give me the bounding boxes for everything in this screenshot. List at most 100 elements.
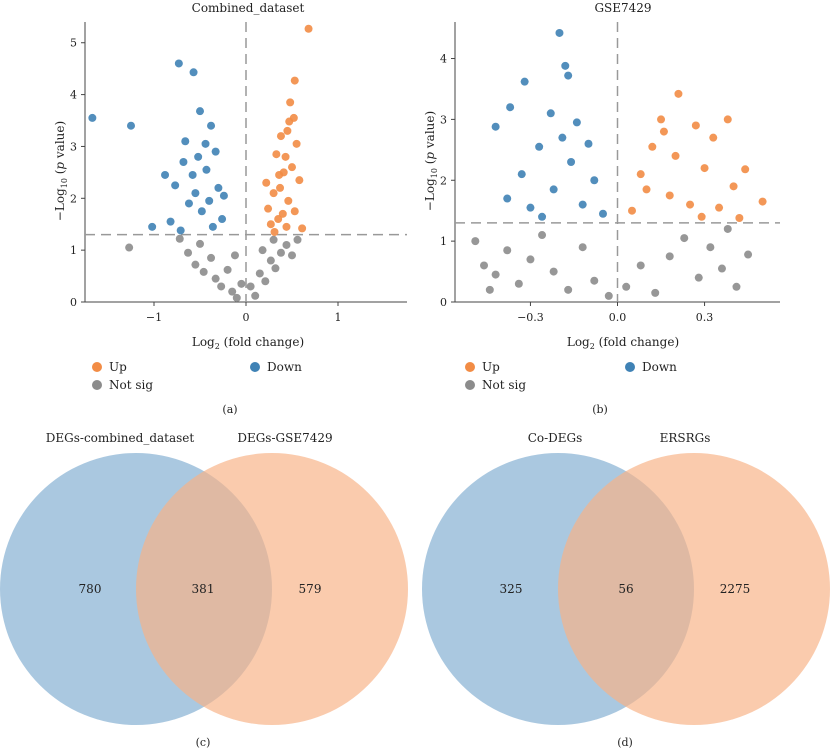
point-down: [219, 191, 228, 200]
venn-left-only-count: 780: [79, 582, 102, 596]
point-up: [286, 98, 295, 107]
point-up: [289, 113, 298, 122]
point-not-sig: [196, 239, 204, 248]
point-up: [697, 212, 706, 221]
point-up: [292, 139, 301, 148]
point-down: [176, 226, 185, 235]
point-up: [636, 170, 645, 179]
point-down: [188, 170, 197, 179]
data-points: [471, 28, 767, 300]
point-up: [691, 121, 700, 130]
point-up: [686, 200, 695, 209]
point-not-sig: [217, 282, 226, 291]
legend-up-marker: [465, 362, 475, 372]
x-tick-label: 0: [243, 311, 250, 324]
point-not-sig: [223, 265, 232, 274]
point-down: [201, 139, 210, 148]
point-up: [665, 191, 674, 200]
point-up: [270, 228, 279, 236]
point-not-sig: [651, 288, 660, 297]
point-not-sig: [276, 248, 285, 257]
point-down: [148, 222, 157, 231]
point-not-sig: [228, 287, 237, 296]
point-down: [189, 68, 198, 77]
y-tick-label: 0: [440, 296, 447, 309]
point-down: [166, 217, 175, 226]
point-down: [549, 185, 558, 194]
legend-notsig-label: Not sig: [109, 378, 153, 392]
point-down: [197, 207, 206, 216]
point-up: [288, 163, 296, 172]
point-not-sig: [211, 274, 220, 283]
point-not-sig: [293, 235, 302, 244]
point-up: [700, 164, 709, 173]
panel-label-d: (d): [617, 736, 633, 749]
point-down: [538, 212, 547, 221]
point-down: [561, 61, 570, 70]
point-up: [269, 189, 278, 198]
point-down: [196, 107, 204, 116]
venn-left-only-count: 325: [500, 582, 523, 596]
point-not-sig: [680, 234, 689, 243]
point-not-sig: [125, 243, 134, 252]
point-down: [191, 189, 200, 198]
legend-notsig-label: Not sig: [482, 378, 526, 392]
point-not-sig: [564, 285, 573, 294]
point-up: [274, 215, 283, 224]
point-up: [723, 115, 732, 124]
y-tick-label: 1: [440, 235, 447, 248]
point-up: [272, 150, 281, 159]
legend-up-marker: [92, 362, 102, 372]
point-down: [535, 142, 544, 151]
point-up: [262, 178, 271, 187]
point-not-sig: [251, 291, 260, 300]
y-axis-label: −Log10 (p value): [423, 111, 439, 211]
x-axis-label: Log2 (fold change): [192, 335, 304, 351]
y-tick-label: 4: [70, 89, 77, 102]
point-not-sig: [184, 248, 193, 257]
point-not-sig: [191, 260, 200, 269]
venn-set-right-label: ERSRGs: [660, 431, 711, 445]
point-down: [161, 170, 170, 179]
point-not-sig: [732, 282, 741, 291]
point-up: [283, 126, 292, 135]
venn-right-only-count: 2275: [720, 582, 751, 596]
point-up: [648, 142, 657, 151]
point-up: [264, 204, 273, 213]
point-down: [181, 137, 190, 146]
point-down: [214, 183, 223, 192]
point-not-sig: [526, 255, 535, 264]
point-not-sig: [232, 293, 241, 302]
point-down: [558, 133, 567, 142]
point-not-sig: [230, 251, 239, 260]
plot-title: GSE7429: [594, 1, 651, 15]
point-down: [555, 28, 564, 37]
point-not-sig: [175, 234, 184, 243]
x-tick-label: −0.3: [517, 311, 544, 324]
axis-ticks: −0.3 0.0 0.3 0 1 2 3 4: [440, 53, 713, 324]
point-down: [526, 203, 535, 212]
point-up: [671, 151, 680, 160]
point-up: [295, 176, 304, 185]
point-down: [503, 194, 512, 203]
x-axis-label: Log2 (fold change): [567, 335, 679, 351]
point-not-sig: [485, 285, 494, 294]
plot-title: Combined_dataset: [192, 1, 305, 15]
point-down: [211, 147, 220, 156]
venn-diagram-d: Co-DEGs ERSRGs 325 56 2275 (d): [422, 431, 830, 749]
x-tick-label: 0.0: [609, 311, 627, 324]
volcano-plot-gse7429: GSE7429 −0.3 0.0 0.3 0 1 2 3 4 Log2 (fold chang…: [423, 1, 780, 416]
y-tick-label: 5: [70, 37, 77, 50]
point-not-sig: [549, 267, 558, 276]
venn-circle-right: [136, 453, 408, 725]
point-down: [194, 152, 203, 161]
point-down: [205, 196, 214, 205]
point-down: [520, 77, 529, 86]
point-not-sig: [694, 273, 703, 282]
point-not-sig: [514, 279, 523, 288]
legend: Up Down Not sig: [92, 360, 302, 392]
point-down: [572, 118, 581, 127]
point-up: [281, 152, 290, 161]
y-tick-label: 4: [440, 53, 447, 66]
y-tick-label: 2: [70, 192, 77, 205]
